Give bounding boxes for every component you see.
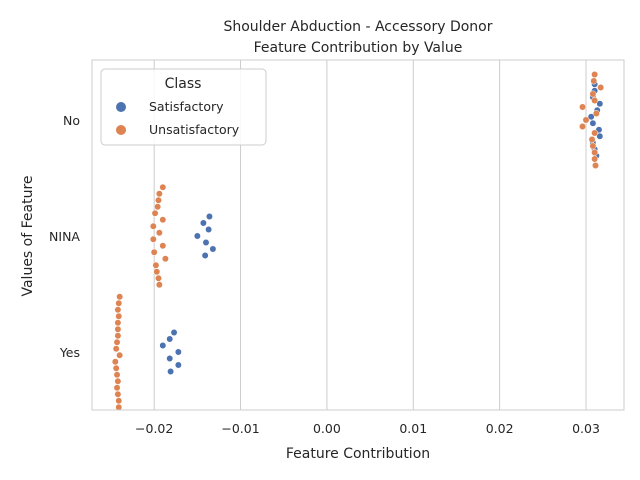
point-satisfactory-yes (167, 368, 175, 375)
point-unsatisfactory-nina (161, 255, 169, 263)
point-satisfactory-yes (174, 361, 182, 369)
x-tick-label: 0.00 (313, 421, 341, 436)
point-unsatisfactory-yes (115, 403, 123, 411)
data-points (111, 71, 605, 411)
point-unsatisfactory-nina (159, 183, 167, 191)
legend-marker-satisfactory (116, 102, 126, 112)
y-tick-label: No (63, 113, 80, 128)
point-unsatisfactory-yes (113, 384, 121, 392)
point-satisfactory-yes (166, 355, 174, 362)
point-unsatisfactory-nina (155, 281, 163, 289)
point-unsatisfactory-yes (113, 371, 121, 379)
chart-title-line-1: Shoulder Abduction - Accessory Donor (223, 19, 492, 35)
x-tick-label: −0.02 (135, 421, 173, 436)
point-satisfactory-nina (209, 245, 217, 253)
point-unsatisfactory-nina (151, 209, 159, 217)
point-unsatisfactory-no (591, 71, 599, 78)
point-unsatisfactory-nina (152, 261, 160, 269)
point-unsatisfactory-no (589, 142, 597, 150)
point-unsatisfactory-yes (113, 338, 121, 346)
point-unsatisfactory-no (582, 116, 590, 124)
y-axis-ticks: No NINA Yes (49, 113, 80, 360)
point-unsatisfactory-nina (155, 196, 162, 204)
point-unsatisfactory-nina (155, 190, 163, 198)
y-tick-label: NINA (49, 229, 80, 244)
point-unsatisfactory-no (591, 97, 599, 104)
point-satisfactory-nina (202, 239, 210, 246)
legend-frame (100, 68, 267, 146)
point-unsatisfactory-nina (149, 222, 157, 230)
point-unsatisfactory-yes (114, 390, 122, 398)
point-satisfactory-no (596, 132, 604, 140)
x-tick-label: 0.02 (486, 421, 514, 436)
point-satisfactory-nina (205, 226, 213, 233)
point-unsatisfactory-yes (116, 293, 124, 301)
point-unsatisfactory-nina (159, 242, 167, 250)
point-unsatisfactory-yes (115, 397, 123, 405)
point-unsatisfactory-no (591, 149, 599, 156)
point-unsatisfactory-no (597, 84, 605, 91)
point-unsatisfactory-nina (150, 248, 158, 256)
point-satisfactory-nina (206, 213, 213, 220)
x-tick-label: −0.01 (221, 421, 259, 436)
point-unsatisfactory-nina (149, 235, 157, 243)
point-unsatisfactory-no (591, 155, 599, 163)
point-satisfactory-yes (174, 348, 182, 356)
point-unsatisfactory-no (592, 110, 600, 117)
point-satisfactory-no (589, 119, 597, 127)
point-satisfactory-yes (159, 342, 167, 349)
point-unsatisfactory-no (590, 77, 598, 85)
point-unsatisfactory-yes (114, 319, 122, 327)
legend-label-unsatisfactory: Unsatisfactory (149, 122, 240, 137)
point-unsatisfactory-no (591, 129, 599, 137)
point-satisfactory-nina (201, 252, 209, 259)
point-unsatisfactory-nina (159, 216, 167, 224)
point-unsatisfactory-yes (114, 377, 122, 385)
y-tick-label: Yes (59, 345, 80, 360)
point-unsatisfactory-no (579, 123, 586, 130)
x-tick-label: 0.03 (572, 421, 600, 436)
legend-marker-unsatisfactory (116, 125, 126, 135)
point-satisfactory-yes (166, 335, 174, 343)
point-unsatisfactory-nina (155, 229, 163, 237)
plot-frame (91, 59, 625, 411)
x-tick-label: 0.01 (399, 421, 427, 436)
point-satisfactory-nina (193, 232, 201, 240)
point-unsatisfactory-no (589, 90, 597, 98)
point-unsatisfactory-yes (114, 325, 122, 333)
point-unsatisfactory-yes (116, 351, 124, 359)
y-axis-label: Values of Feature (20, 175, 36, 296)
point-unsatisfactory-yes (112, 345, 120, 353)
point-unsatisfactory-nina (154, 203, 162, 211)
point-unsatisfactory-yes (111, 358, 119, 366)
legend: Class Satisfactory Unsatisfactory (100, 68, 267, 146)
point-unsatisfactory-yes (115, 299, 123, 307)
point-unsatisfactory-yes (112, 364, 120, 372)
point-unsatisfactory-yes (115, 312, 123, 320)
point-satisfactory-nina (199, 219, 207, 227)
point-unsatisfactory-yes (114, 306, 122, 314)
point-unsatisfactory-no (579, 103, 586, 111)
legend-title: Class (165, 76, 202, 92)
point-satisfactory-no (587, 113, 595, 121)
point-unsatisfactory-no (592, 162, 599, 169)
chart-title-line-2: Feature Contribution by Value (254, 40, 463, 56)
point-unsatisfactory-nina (155, 274, 162, 282)
point-unsatisfactory-yes (114, 332, 122, 340)
legend-label-satisfactory: Satisfactory (149, 99, 224, 114)
point-satisfactory-yes (170, 329, 178, 336)
point-satisfactory-no (596, 100, 604, 108)
x-axis-ticks: −0.02 −0.01 0.00 0.01 0.02 0.03 (135, 421, 600, 436)
point-unsatisfactory-nina (153, 268, 161, 276)
point-unsatisfactory-no (588, 136, 596, 143)
x-axis-label: Feature Contribution (286, 446, 430, 462)
